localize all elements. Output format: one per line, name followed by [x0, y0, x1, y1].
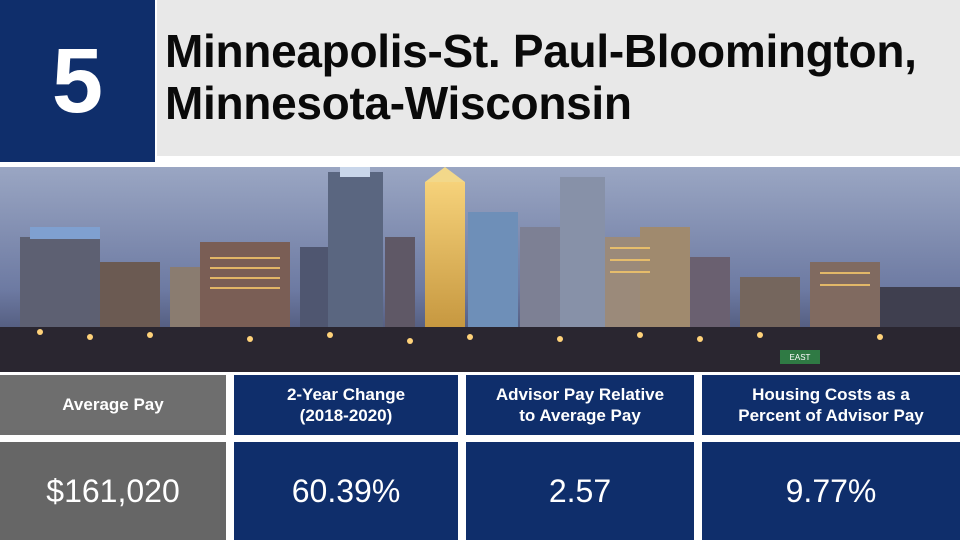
stat-value-housing-costs: 9.77% [702, 442, 960, 540]
stat-header-label: Housing Costs as a [738, 384, 924, 405]
stat-header-2-year-change: 2-Year Change (2018-2020) [234, 375, 458, 435]
rank-number: 5 [52, 35, 103, 127]
stat-value-average-pay: $161,020 [0, 442, 226, 540]
stat-header-sublabel: to Average Pay [496, 405, 664, 426]
city-skyline-photo: EAST [0, 167, 960, 372]
title-line-2: Minnesota-Wisconsin [165, 78, 917, 130]
stat-header-sublabel: (2018-2020) [287, 405, 405, 426]
stat-header-housing-costs: Housing Costs as a Percent of Advisor Pa… [702, 375, 960, 435]
stats-table: Average Pay 2-Year Change (2018-2020) Ad… [0, 375, 960, 540]
stat-value-2-year-change: 60.39% [234, 442, 458, 540]
stat-header-label: 2-Year Change [287, 384, 405, 405]
title-panel: Minneapolis-St. Paul-Bloomington, Minnes… [157, 0, 960, 156]
stat-value-relative-pay: 2.57 [466, 442, 694, 540]
stat-header-relative-pay: Advisor Pay Relative to Average Pay [466, 375, 694, 435]
header: 5 Minneapolis-St. Paul-Bloomington, Minn… [0, 0, 960, 162]
stat-header-average-pay: Average Pay [0, 375, 226, 435]
rank-badge: 5 [0, 0, 155, 162]
road-sign-text: EAST [790, 353, 811, 362]
stat-header-sublabel: Percent of Advisor Pay [738, 405, 924, 426]
stat-header-label: Advisor Pay Relative [496, 384, 664, 405]
page-title: Minneapolis-St. Paul-Bloomington, Minnes… [165, 26, 917, 130]
title-line-1: Minneapolis-St. Paul-Bloomington, [165, 26, 917, 78]
stat-header-label: Average Pay [62, 394, 163, 415]
